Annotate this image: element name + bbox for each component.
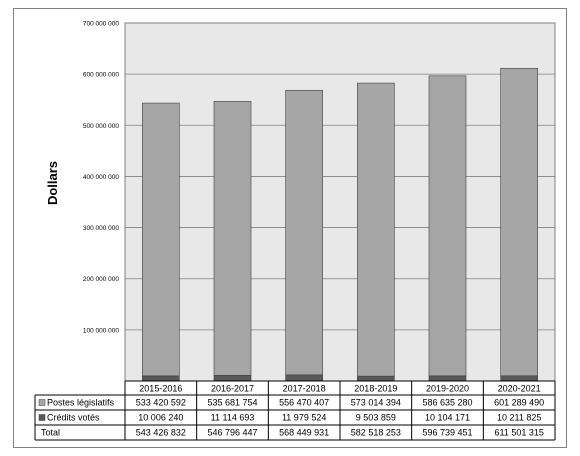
bar-postes-legislatifs	[285, 89, 323, 376]
table-cell: 596 739 451	[422, 428, 472, 438]
table-cell: 543 426 832	[136, 428, 186, 438]
bar-postes-legislatifs	[357, 82, 395, 377]
category-label: 2020-2021	[498, 384, 541, 394]
category-label: 2018-2019	[354, 384, 397, 394]
y-axis-label: Dollars	[45, 161, 60, 205]
table-cell: 568 449 931	[279, 428, 329, 438]
table-cell: 611 501 315	[494, 428, 543, 438]
table-cell: 10 006 240	[138, 413, 183, 423]
table-cell: 586 635 280	[422, 398, 472, 408]
y-tick-label: 200 000 000	[83, 276, 120, 283]
table-cell: 535 681 754	[207, 398, 257, 408]
y-tick-label: 600 000 000	[83, 72, 120, 79]
bar-postes-legislatifs	[500, 67, 538, 377]
bar-credits-votes	[500, 375, 538, 382]
category-label: 2017-2018	[283, 384, 326, 394]
bar-credits-votes	[213, 375, 252, 382]
y-tick-label: 300 000 000	[83, 225, 120, 232]
table-cell: 11 114 693	[211, 413, 255, 423]
table-cell: 582 518 253	[351, 428, 401, 438]
legend-key	[38, 414, 46, 421]
y-tick-label: 700 000 000	[83, 21, 120, 28]
bar-credits-votes	[357, 375, 395, 382]
table-cell: 601 289 490	[494, 398, 544, 408]
plot-area: 100 000 000 200 000 000 300 000 000 400 000…	[83, 21, 556, 382]
row-label: Crédits votés	[47, 413, 100, 423]
y-tick-label: 400 000 000	[83, 174, 120, 181]
table-cell: 11 979 524	[282, 413, 326, 423]
bar-postes-legislatifs	[142, 102, 180, 377]
y-tick-label: 100 000 000	[83, 327, 120, 334]
legend-key	[38, 399, 46, 406]
bar-postes-legislatifs	[428, 75, 467, 377]
category-label: 2016-2017	[211, 384, 254, 394]
chart-frame	[13, 8, 567, 448]
table-cell: 10 104 171	[425, 413, 470, 423]
table-cell: 573 014 394	[351, 398, 401, 408]
table-cell: 546 796 447	[207, 428, 257, 438]
table-cell: 10 211 825	[497, 413, 541, 423]
bar-credits-votes	[285, 374, 323, 382]
data-table: 2015-2016 2016-2017 2017-2018 2018-2019 2019…	[34, 380, 556, 441]
row-label: Postes législatifs	[47, 398, 115, 408]
row-label: Total	[41, 428, 60, 438]
table-cell: 556 470 407	[279, 398, 329, 408]
table-cell: 9 503 859	[356, 413, 396, 423]
table-cell: 533 420 592	[136, 398, 186, 408]
y-tick-label: 500 000 000	[83, 123, 120, 130]
plot-background	[124, 22, 556, 382]
bar-credits-votes	[428, 375, 467, 382]
bar-credits-votes	[142, 375, 180, 382]
category-label: 2019-2020	[426, 384, 469, 394]
bar-postes-legislatifs	[213, 101, 252, 376]
category-label: 2015-2016	[139, 384, 182, 394]
